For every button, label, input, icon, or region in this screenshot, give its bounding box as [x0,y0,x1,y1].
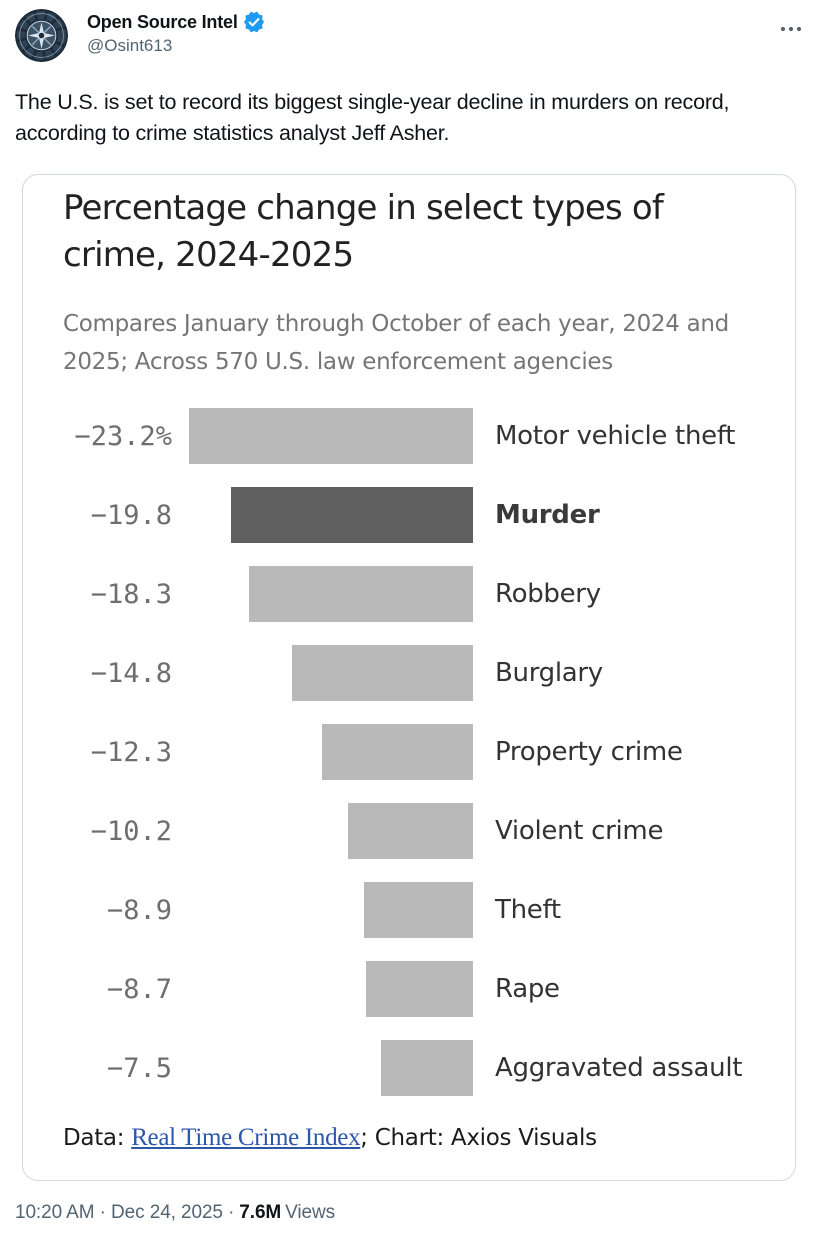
tweet-text: The U.S. is set to record its biggest si… [15,90,730,145]
bar-track [189,645,473,701]
author-handle[interactable]: @Osint613 [87,36,173,55]
time-and-date: 10:20 AM · Dec 24, 2025 · [15,1202,235,1223]
bar-value-label: −10.2 [90,815,172,847]
bar-value-label: −7.5 [106,1052,172,1084]
more-button[interactable] [779,9,803,46]
bar-category-label: Motor vehicle theft [495,421,736,451]
bar [348,803,473,859]
bar-value-label: −12.3 [90,736,172,768]
ellipsis-icon [780,26,802,32]
author-block: Open Source Intel @Osint613 [87,9,265,56]
bar-category-label: Theft [495,895,561,925]
tweet: Open Source Intel @Osint613 The U.S. is … [15,9,803,1224]
bar-category-label: Property crime [495,737,683,767]
views-count: 7.6M [239,1202,282,1223]
chart-footer: Data: Real Time Crime Index; Chart: Axio… [63,1124,767,1152]
bar-value-label: −18.3 [90,578,172,610]
bar-track [189,882,473,938]
views-label: Views [285,1202,335,1223]
bar [366,961,473,1017]
compass-logo-icon [15,9,68,62]
verified-badge-icon [243,11,264,33]
chart-title: Percentage change in select types of cri… [63,188,664,275]
bar-category-label: Robbery [495,579,601,609]
chart-row: −18.3 Robbery [63,566,767,622]
chart-row: −12.3 Property crime [63,724,767,780]
chart-row: −23.2% Motor vehicle theft [63,408,767,464]
bar-value-label: −19.8 [90,499,172,531]
avatar[interactable] [15,9,68,62]
chart-row: −8.7 Rape [63,961,767,1017]
bar [381,1040,473,1096]
chart-subtitle: Compares January through October of each… [63,311,729,375]
chart-row: −10.2 Violent crime [63,803,767,859]
chart-row: −8.9 Theft [63,882,767,938]
bar [249,566,473,622]
chart-row: −7.5 Aggravated assault [63,1040,767,1096]
bar [292,645,473,701]
bar-value-label: −23.2% [74,420,172,452]
bar-track [189,803,473,859]
chart-image-card[interactable]: Percentage change in select types of cri… [22,174,796,1181]
author-name-row: Open Source Intel [87,11,265,33]
bar-track [189,724,473,780]
tweet-header: Open Source Intel @Osint613 [15,9,803,62]
bar-track [189,961,473,1017]
bar [189,408,473,464]
bar-category-label: Rape [495,974,560,1004]
source-link: Real Time Crime Index [131,1124,361,1151]
bar-category-label: Aggravated assault [495,1053,743,1083]
bar-track [189,566,473,622]
chart-row: −14.8 Burglary [63,645,767,701]
bar-value-label: −8.7 [106,973,172,1005]
timestamp: 10:20 AM · Dec 24, 2025 · 7.6M Views [15,1202,803,1224]
chart-rows: −23.2% Motor vehicle theft −19.8 Murder −18.… [63,408,767,1096]
bar-category-label: Burglary [495,658,603,688]
bar-category-label: Violent crime [495,816,664,846]
bar-track [189,408,473,464]
footer-suffix: ; Chart: Axios Visuals [360,1125,597,1151]
chart-row: −19.8 Murder [63,487,767,543]
bar-category-label: Murder [495,500,600,530]
bar-track [189,487,473,543]
bar [231,487,473,543]
footer-data-prefix: Data: [63,1125,132,1151]
bar-value-label: −8.9 [106,894,172,926]
bar-value-label: −14.8 [90,657,172,689]
bar-track [189,1040,473,1096]
author-name[interactable]: Open Source Intel [87,11,238,32]
bar [364,882,473,938]
bar [322,724,473,780]
